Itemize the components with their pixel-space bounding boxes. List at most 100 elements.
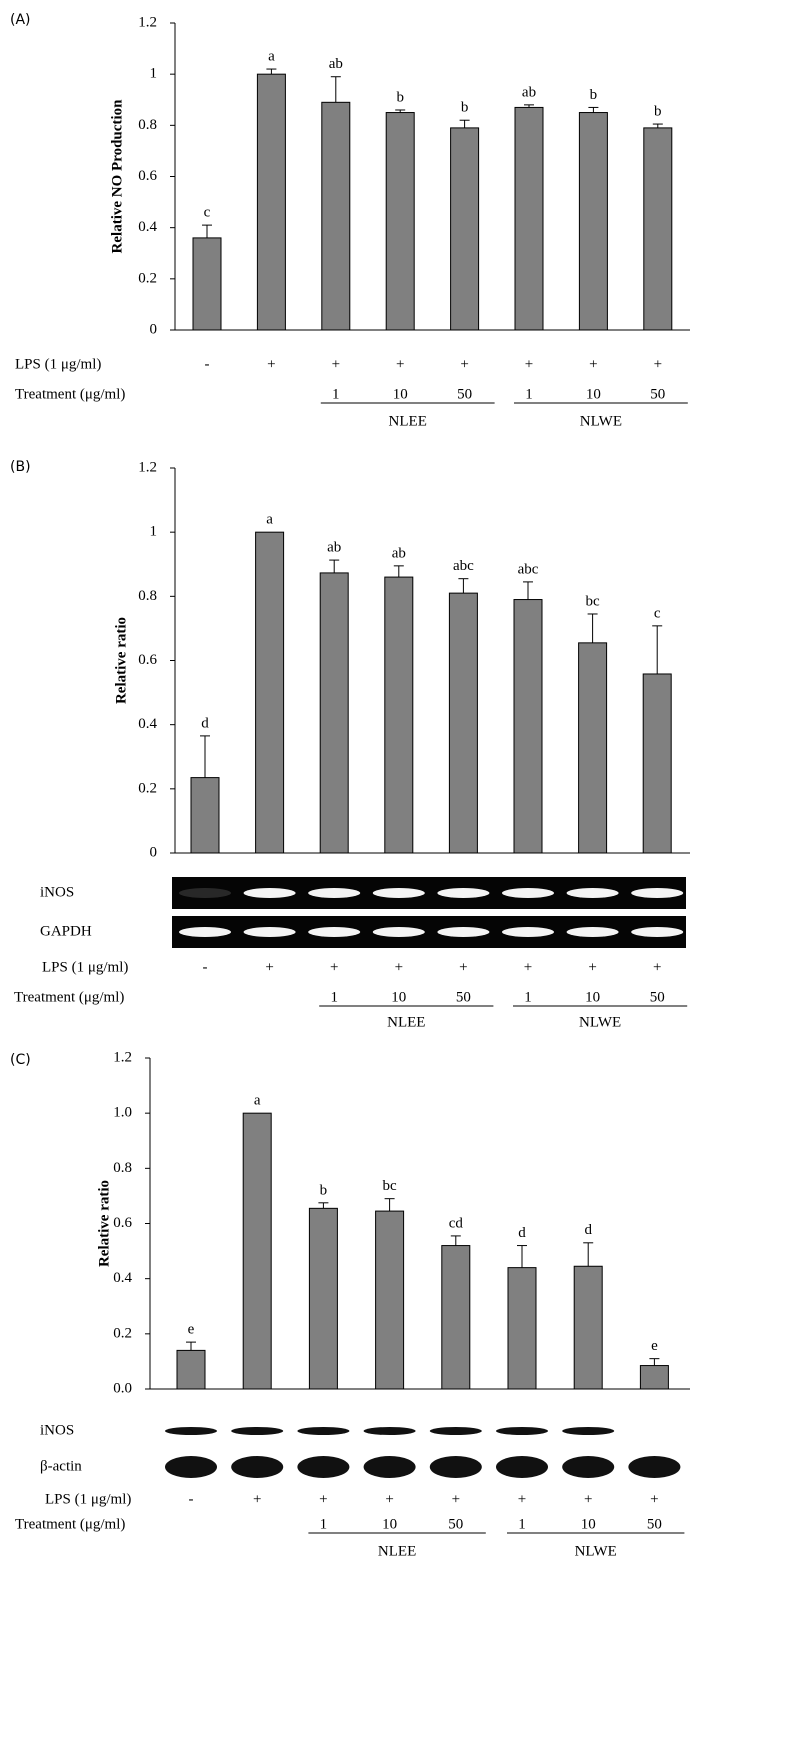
y-tick-label: 0 bbox=[150, 844, 158, 860]
significance-letter: a bbox=[254, 1093, 261, 1109]
treatment-dose: 50 bbox=[448, 1516, 463, 1532]
treatment-dose: 50 bbox=[456, 989, 471, 1005]
treatment-label: Treatment (μg/ml) bbox=[15, 386, 125, 402]
bar bbox=[256, 73, 286, 331]
treatment-dose: 1 bbox=[525, 386, 533, 402]
y-tick-label: 1.2 bbox=[113, 1049, 132, 1065]
treatment-dose: 1 bbox=[332, 386, 340, 402]
bar bbox=[642, 673, 672, 854]
blot-band bbox=[631, 927, 684, 937]
blot-label: GAPDH bbox=[40, 923, 92, 939]
treatment-label: Treatment (μg/ml) bbox=[15, 1516, 125, 1532]
group-label: NLWE bbox=[575, 1543, 617, 1559]
lps-sign: + bbox=[653, 959, 661, 975]
bar bbox=[255, 531, 285, 854]
blot-band bbox=[372, 927, 425, 937]
bar bbox=[578, 642, 608, 854]
y-tick-label: 1.0 bbox=[113, 1105, 132, 1121]
lps-sign: + bbox=[395, 959, 403, 975]
significance-letter: c bbox=[204, 205, 211, 221]
blot-band bbox=[308, 888, 361, 898]
blot-band bbox=[165, 1456, 217, 1478]
lps-sign: + bbox=[460, 356, 468, 372]
y-tick-label: 0.2 bbox=[138, 270, 157, 286]
significance-letter: b bbox=[654, 103, 662, 119]
treatment-dose: 1 bbox=[518, 1516, 526, 1532]
blot-band bbox=[562, 1456, 615, 1478]
lps-sign: - bbox=[203, 959, 208, 975]
bar bbox=[643, 127, 673, 331]
significance-letter: abc bbox=[453, 558, 474, 574]
bar bbox=[507, 1267, 537, 1390]
lps-sign: + bbox=[525, 356, 533, 372]
significance-letter: bc bbox=[383, 1178, 398, 1194]
significance-letter: ab bbox=[329, 56, 343, 72]
significance-letter: e bbox=[651, 1338, 658, 1354]
y-tick-label: 0.6 bbox=[113, 1215, 132, 1231]
treatment-dose: 1 bbox=[330, 989, 338, 1005]
y-axis-title: Relative ratio bbox=[113, 617, 129, 704]
lps-sign: + bbox=[518, 1491, 526, 1507]
treatment-dose: 10 bbox=[585, 989, 600, 1005]
blot-band bbox=[297, 1427, 350, 1435]
blot-band bbox=[363, 1456, 416, 1478]
y-axis-title: Relative NO Production bbox=[109, 99, 125, 254]
blot-band bbox=[437, 927, 490, 937]
y-tick-label: 0.8 bbox=[138, 117, 157, 133]
blot-band bbox=[231, 1456, 284, 1478]
y-tick-label: 0.4 bbox=[138, 716, 157, 732]
lps-sign: + bbox=[650, 1491, 658, 1507]
blot-band bbox=[437, 888, 490, 898]
y-axis-title: Relative ratio bbox=[96, 1180, 112, 1267]
lps-sign: - bbox=[205, 356, 210, 372]
group-label: NLWE bbox=[579, 1014, 621, 1030]
y-tick-label: 0.6 bbox=[138, 168, 157, 184]
blot-band bbox=[566, 888, 619, 898]
treatment-dose: 10 bbox=[393, 386, 408, 402]
significance-letter: c bbox=[654, 605, 661, 621]
lps-sign: - bbox=[189, 1491, 194, 1507]
panel-label: (B) bbox=[10, 459, 31, 475]
lps-sign: + bbox=[589, 356, 597, 372]
lps-sign: + bbox=[385, 1491, 393, 1507]
y-tick-label: 0.4 bbox=[138, 219, 157, 235]
y-tick-label: 1 bbox=[150, 524, 158, 540]
group-label: NLEE bbox=[378, 1543, 416, 1559]
treatment-dose: 10 bbox=[391, 989, 406, 1005]
significance-letter: b bbox=[461, 100, 469, 116]
y-tick-label: 0.6 bbox=[138, 652, 157, 668]
significance-letter: ab bbox=[392, 545, 406, 561]
blot-band bbox=[429, 1427, 482, 1435]
blot-band bbox=[566, 927, 619, 937]
blot-band bbox=[179, 888, 231, 898]
bar bbox=[448, 592, 478, 854]
lps-sign: + bbox=[654, 356, 662, 372]
group-label: NLWE bbox=[580, 413, 622, 429]
treatment-dose: 1 bbox=[320, 1516, 328, 1532]
lps-sign: + bbox=[265, 959, 273, 975]
blot-label: iNOS bbox=[40, 1422, 74, 1438]
y-tick-label: 0.2 bbox=[113, 1325, 132, 1341]
bar bbox=[514, 106, 544, 331]
bar bbox=[192, 237, 222, 331]
significance-letter: cd bbox=[449, 1215, 464, 1231]
blot-band bbox=[496, 1427, 548, 1435]
panel-label: (A) bbox=[10, 12, 31, 28]
treatment-dose: 10 bbox=[581, 1516, 596, 1532]
bar bbox=[176, 1349, 206, 1390]
y-tick-label: 0.0 bbox=[113, 1380, 132, 1396]
significance-letter: ab bbox=[327, 540, 341, 556]
blot-band bbox=[631, 888, 684, 898]
lps-sign: + bbox=[319, 1491, 327, 1507]
blot-band bbox=[179, 927, 231, 937]
blot-band bbox=[363, 1427, 416, 1435]
lps-sign: + bbox=[267, 356, 275, 372]
lps-sign: + bbox=[584, 1491, 592, 1507]
significance-letter: a bbox=[266, 512, 273, 528]
blot-band bbox=[243, 888, 296, 898]
bar bbox=[513, 599, 543, 854]
treatment-label: Treatment (μg/ml) bbox=[14, 989, 124, 1005]
y-tick-label: 0.4 bbox=[113, 1270, 132, 1286]
significance-letter: d bbox=[201, 715, 209, 731]
